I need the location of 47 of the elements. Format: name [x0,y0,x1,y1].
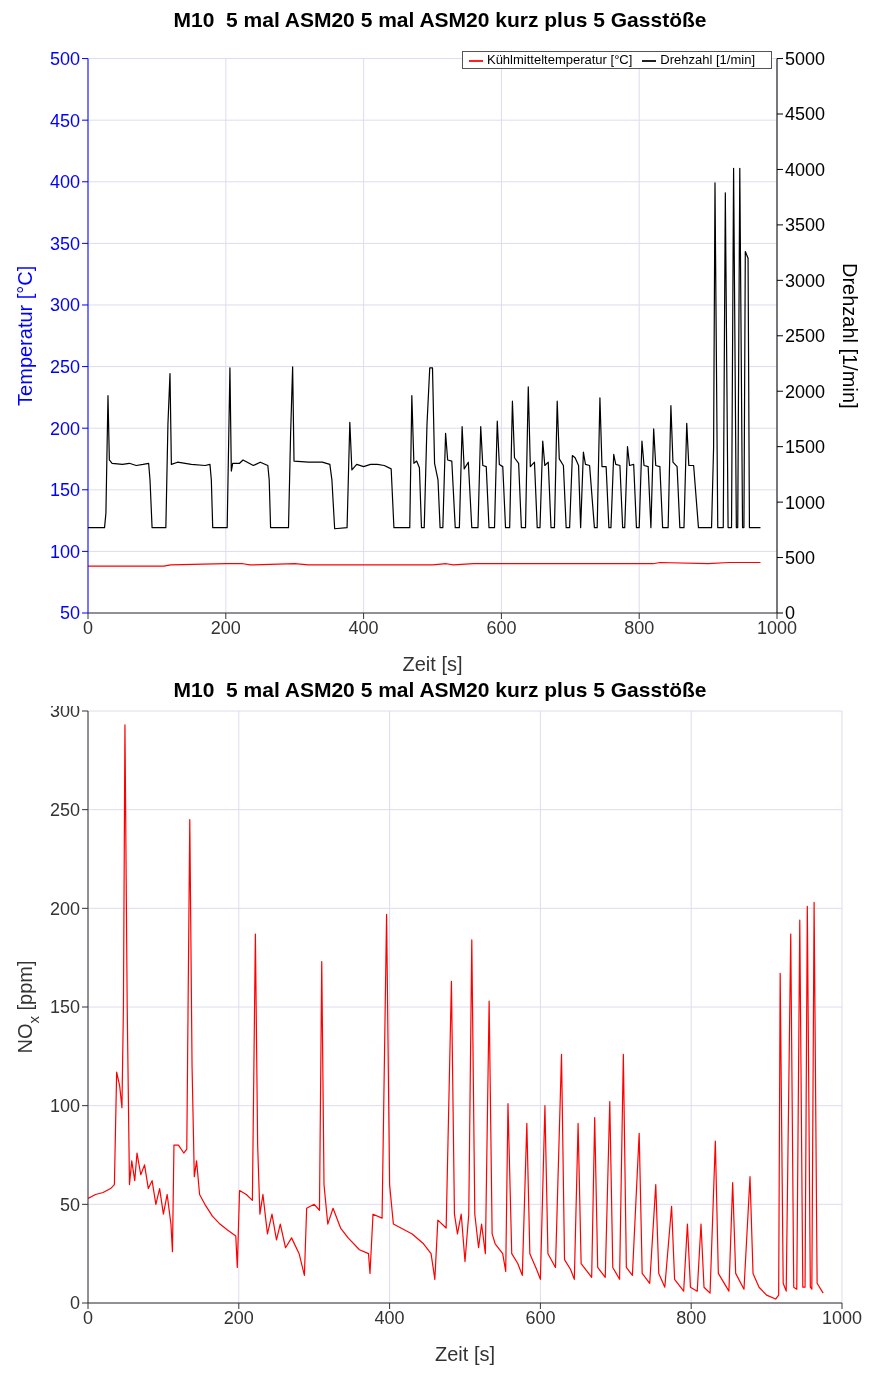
y2-tick-label: 3000 [785,270,826,291]
chart-title: M10 5 mal ASM20 5 mal ASM20 kurz plus 5 Gasstöße [172,8,708,33]
y2-tick-label: 5000 [785,48,826,69]
y2-tick-label: 3500 [785,215,826,236]
y-tick-label: 150 [49,480,80,501]
y-tick-label: 400 [49,172,80,193]
x-tick-label: 200 [223,1307,254,1328]
x-axis-title: Zeit [s] [402,653,463,675]
y2-tick-label: 1500 [785,437,826,458]
y-tick-label: 100 [49,541,80,562]
y-tick-label: 200 [49,418,80,439]
x-axis-title: Zeit [s] [434,1343,496,1365]
x-tick-label: 800 [676,1307,707,1328]
x-tick-label: 600 [486,617,517,638]
line-series [88,724,824,1300]
y-tick-label: 50 [59,1194,80,1215]
x-tick-label: 0 [82,1307,94,1328]
x-tick-label: 400 [374,1307,405,1328]
y-tick-label: 350 [49,233,80,254]
y2-tick-label: 500 [785,547,816,568]
y-tick-label: 0 [69,1293,80,1314]
y-tick-label: 200 [49,898,80,919]
y-tick-label: 500 [49,48,80,69]
legend-label: Drehzahl [1/min] [660,52,755,67]
x-tick-label: 200 [210,617,241,638]
y-tick-label: 250 [49,800,80,821]
x-tick-label: 800 [624,617,655,638]
y-tick-label: 100 [49,1096,80,1117]
x-tick-label: 1000 [821,1307,863,1328]
line-series [88,167,762,530]
chart-title: M10 5 mal ASM20 5 mal ASM20 kurz plus 5 Gasstöße [173,678,707,701]
y2-tick-label: 2500 [785,326,826,347]
y-tick-label: 50 [59,603,80,624]
y2-tick-label: 1000 [785,492,826,513]
y-axis-title: Temperatur [°C] [14,265,36,406]
y-tick-label: 250 [49,356,80,377]
y2-tick-label: 2000 [785,381,826,402]
legend-label: Kühlmitteltemperatur [°C] [486,52,633,67]
x-tick-label: 400 [348,617,379,638]
y2-tick-label: 4500 [785,104,826,125]
y-tick-label: 150 [49,997,80,1018]
y2-tick-label: 4000 [785,159,826,180]
y-tick-label: 300 [49,295,80,316]
y2-axis-title: Drehzahl [1/min] [839,262,861,409]
y-tick-label: 450 [49,110,80,131]
x-tick-label: 0 [82,617,94,638]
x-tick-label: 600 [525,1307,556,1328]
